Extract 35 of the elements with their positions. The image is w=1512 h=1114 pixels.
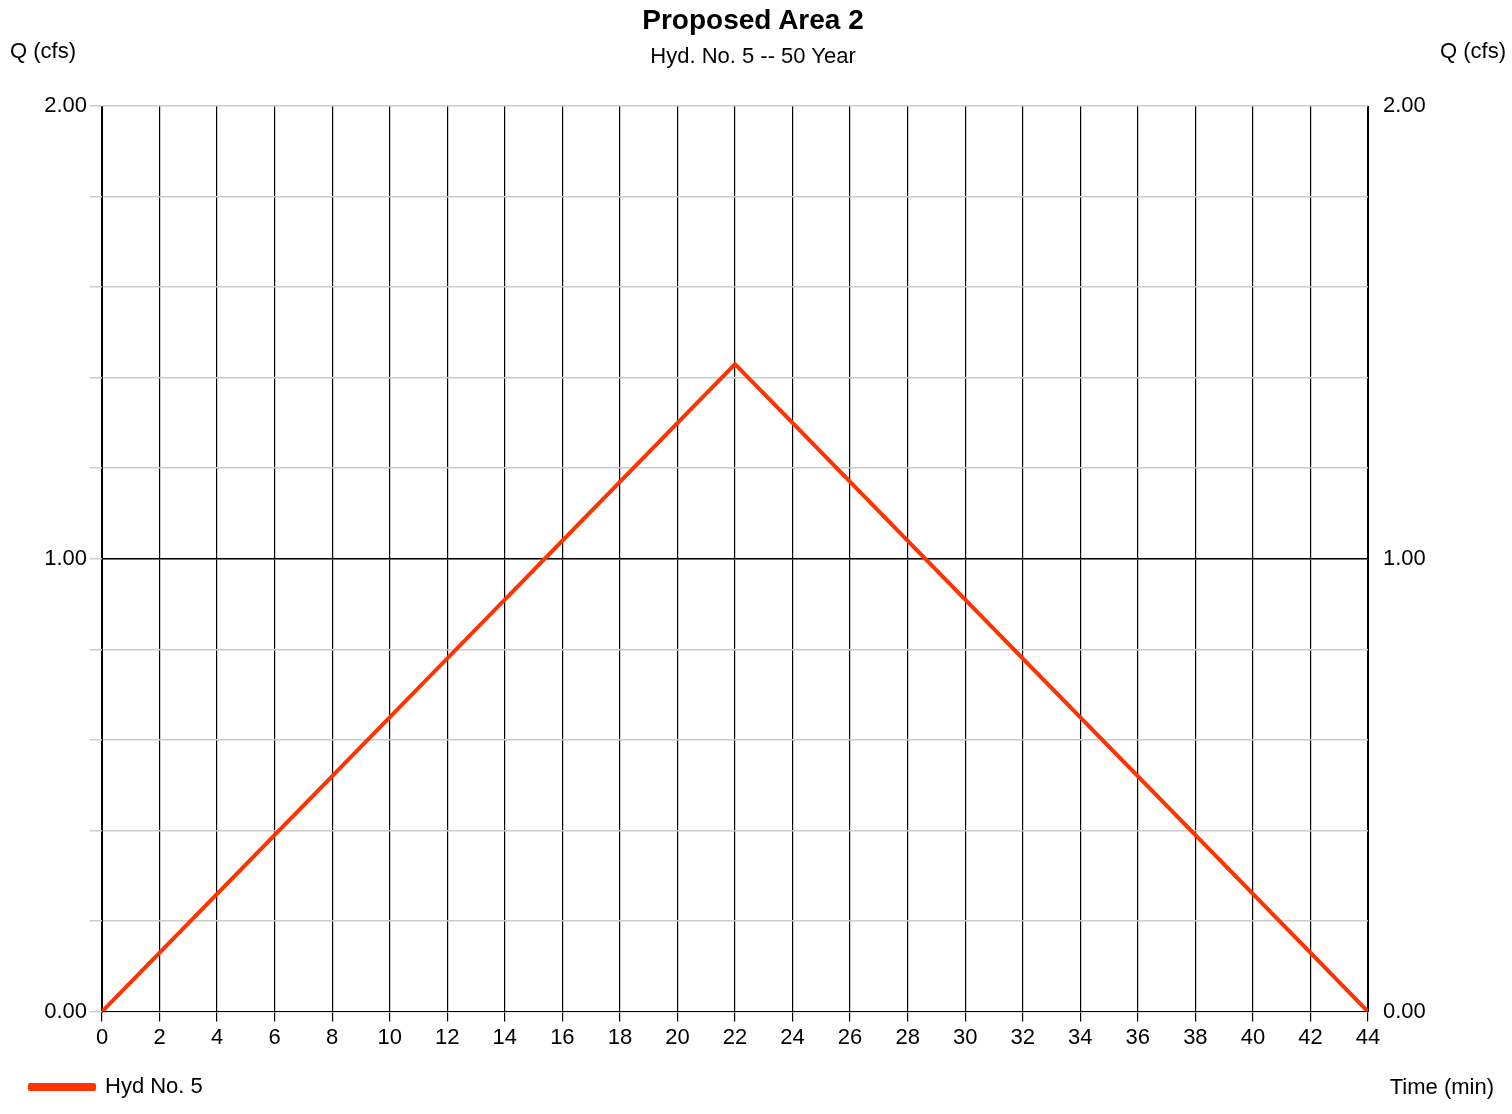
x-tick-label: 24: [780, 1023, 805, 1049]
y2-tick-label: 0.00: [1383, 997, 1426, 1023]
x-tick-label: 28: [895, 1023, 920, 1049]
x-tick-label: 40: [1240, 1023, 1266, 1049]
chart-subtitle: Hyd. No. 5 -- 50 Year: [650, 42, 856, 68]
x-tick-label: 18: [607, 1023, 633, 1049]
x-tick-label: 12: [435, 1023, 460, 1049]
y2-tick-label: 2.00: [1383, 92, 1426, 118]
x-tick-label: 16: [550, 1023, 575, 1049]
y-tick-label: 1.00: [44, 544, 87, 570]
x-tick-label: 10: [377, 1023, 402, 1049]
x-tick-label: 0: [95, 1023, 109, 1049]
y2-axis-title: Q (cfs): [1440, 38, 1506, 64]
x-axis-title: Time (min): [1389, 1073, 1494, 1099]
x-tick-label: 44: [1355, 1023, 1381, 1049]
y2-tick-label: 1.00: [1383, 544, 1426, 570]
x-tick-label: 30: [952, 1023, 978, 1049]
y-tick-label: 2.00: [44, 92, 87, 118]
x-tick-label: 42: [1298, 1023, 1323, 1049]
legend-label: Hyd No. 5: [105, 1073, 203, 1099]
x-tick-label: 34: [1068, 1023, 1093, 1049]
x-tick-label: 36: [1125, 1023, 1151, 1049]
x-tick-label: 38: [1183, 1023, 1208, 1049]
x-tick-label: 6: [268, 1023, 281, 1049]
x-tick-label: 2: [153, 1023, 166, 1049]
chart-title: Proposed Area 2: [642, 3, 864, 35]
x-tick-label: 8: [326, 1023, 339, 1049]
y-tick-label: 0.00: [44, 997, 87, 1023]
x-tick-label: 22: [722, 1023, 748, 1049]
x-tick-label: 26: [837, 1023, 863, 1049]
x-tick-label: 20: [665, 1023, 690, 1049]
x-tick-label: 4: [210, 1023, 224, 1049]
x-tick-label: 32: [1010, 1023, 1035, 1049]
x-tick-label: 14: [492, 1023, 518, 1049]
y-axis-title: Q (cfs): [10, 38, 76, 64]
